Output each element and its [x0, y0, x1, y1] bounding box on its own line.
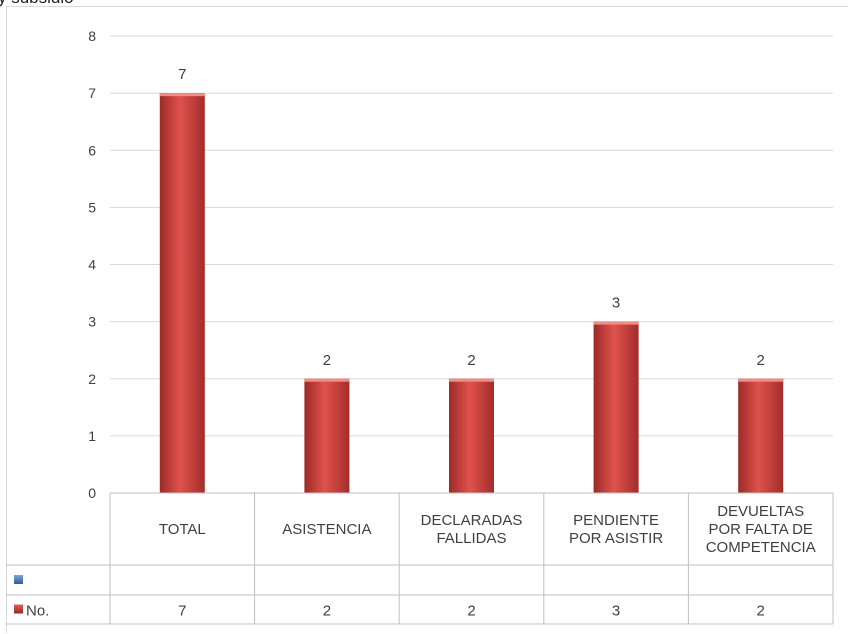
y-tick-label: 6 — [88, 142, 96, 158]
chart-frame — [6, 6, 848, 633]
table-value: 2 — [757, 603, 765, 620]
category-label: ASISTENCIA — [282, 521, 371, 538]
y-axis-ticks: 0 1 2 3 4 5 6 7 8 — [88, 28, 96, 501]
table-value: 3 — [612, 603, 620, 620]
table-value: 2 — [467, 603, 475, 620]
series-name: No. — [26, 603, 49, 620]
bar-top-highlight — [304, 378, 350, 382]
bar — [593, 321, 639, 493]
bar-top-highlight — [593, 321, 639, 325]
data-label: 2 — [323, 352, 331, 369]
data-label: 7 — [178, 66, 186, 83]
y-tick-label: 8 — [88, 28, 96, 44]
table-value: 2 — [323, 603, 331, 620]
y-tick-label: 0 — [88, 485, 96, 501]
category-label: FALLIDAS — [436, 530, 506, 547]
category-label: PENDIENTE — [573, 512, 659, 529]
y-tick-label: 3 — [88, 314, 96, 330]
bars — [159, 93, 784, 493]
category-label: POR FALTA DE — [708, 521, 812, 538]
bar — [738, 378, 784, 493]
data-label: 2 — [467, 352, 475, 369]
bar — [159, 93, 205, 493]
y-tick-label: 5 — [88, 199, 96, 215]
category-label: POR ASISTIR — [569, 530, 663, 547]
y-tick-label: 2 — [88, 371, 96, 387]
data-labels: 7 2 2 3 2 — [178, 66, 765, 369]
y-tick-label: 7 — [88, 85, 96, 101]
bar — [449, 378, 494, 493]
caption-fragment: y subsidio — [0, 0, 74, 8]
table-value: 7 — [178, 603, 186, 620]
bar-top-highlight — [159, 93, 205, 97]
y-tick-label: 1 — [88, 428, 96, 444]
y-tick-label: 4 — [88, 257, 96, 273]
data-label: 3 — [612, 295, 620, 312]
legend-key — [14, 604, 23, 614]
category-label: DEVUELTAS — [717, 503, 804, 520]
bar-top-highlight — [738, 378, 784, 382]
category-label: DECLARADAS — [421, 512, 523, 529]
data-label: 2 — [757, 352, 765, 369]
legend-key — [14, 575, 23, 584]
bar — [304, 378, 350, 493]
bar-top-highlight — [449, 378, 494, 382]
category-label: COMPETENCIA — [706, 539, 816, 556]
category-label: TOTAL — [159, 521, 206, 538]
